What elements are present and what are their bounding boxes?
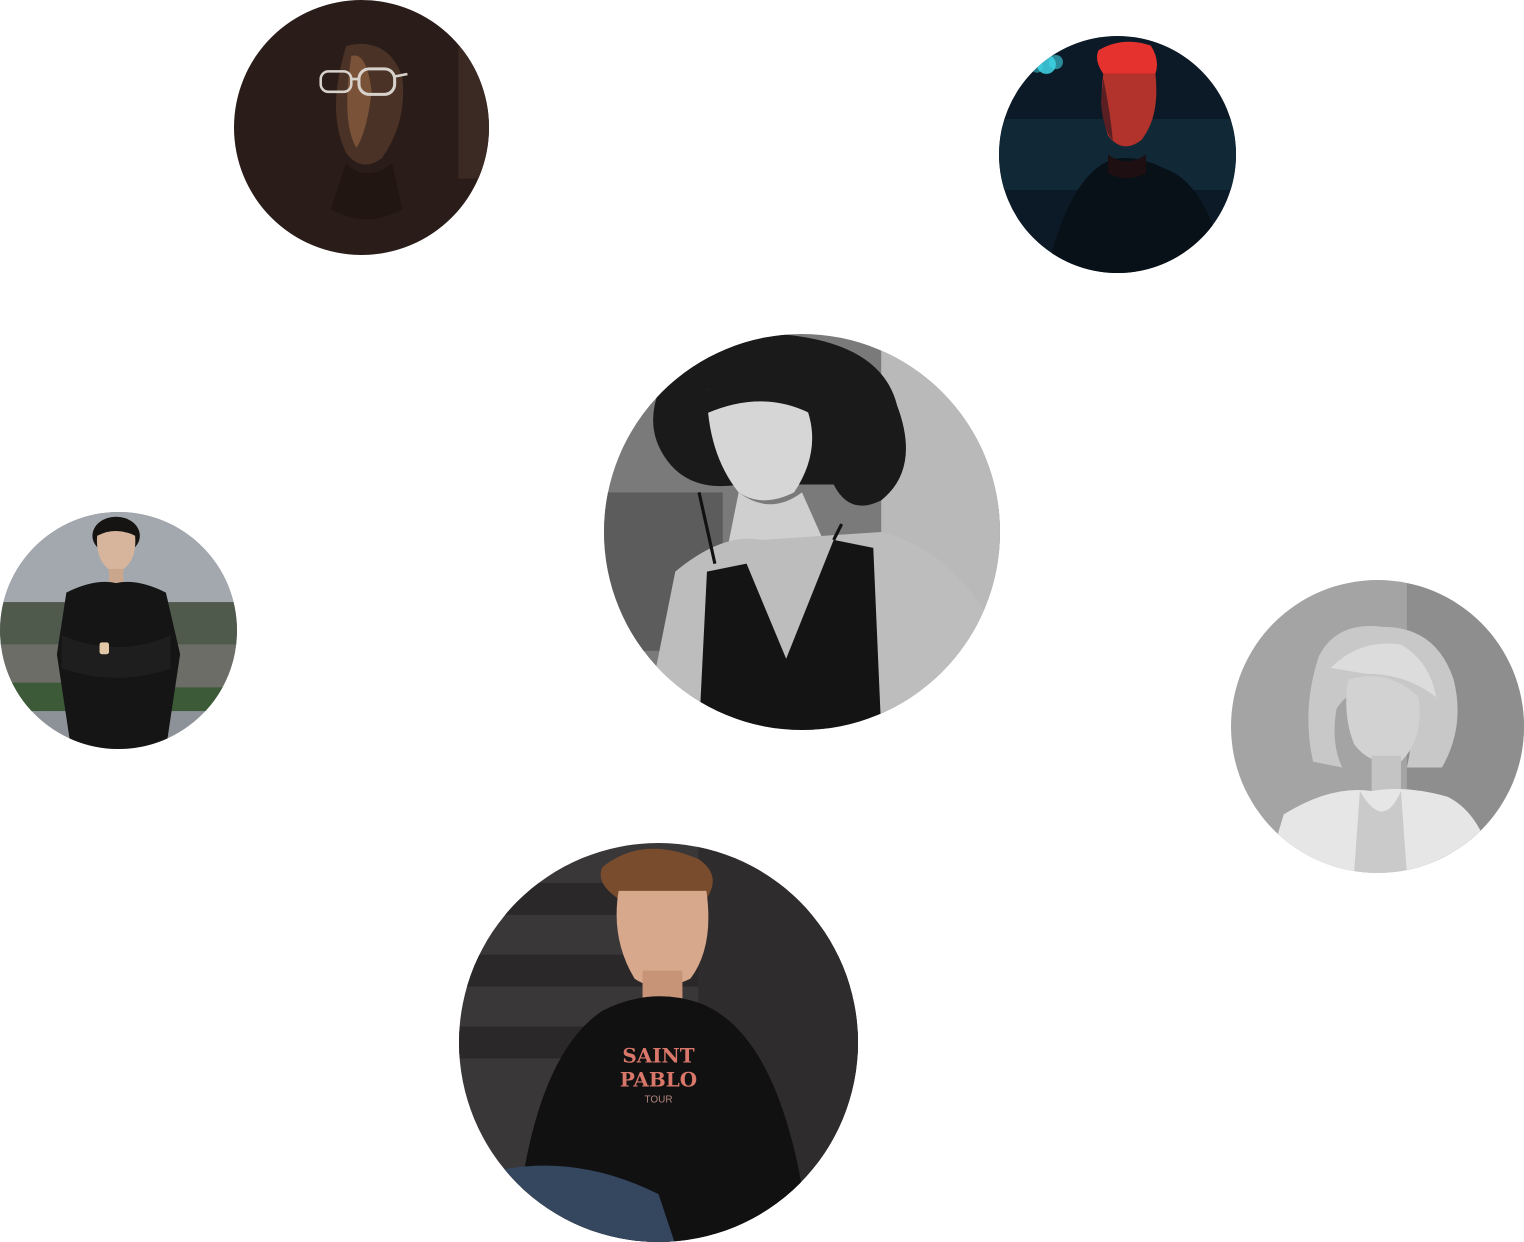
avatar-woman-black-suit[interactable] xyxy=(0,512,237,749)
portrait-man-tour-sweatshirt: SAINT PABLO TOUR xyxy=(459,843,858,1242)
portrait-woman-black-suit xyxy=(0,512,237,749)
shirt-print-line3: TOUR xyxy=(644,1094,672,1105)
portrait-woman-curly-hair xyxy=(604,334,1000,730)
portrait-woman-blonde xyxy=(1231,580,1524,873)
shirt-print-line2: PABLO xyxy=(620,1067,697,1091)
portrait-man-red-cap xyxy=(999,36,1236,273)
avatar-woman-curly-hair[interactable] xyxy=(604,334,1000,730)
avatar-man-tour-sweatshirt[interactable]: SAINT PABLO TOUR xyxy=(459,843,858,1242)
portrait-man-glasses xyxy=(234,0,489,255)
avatar-woman-blonde[interactable] xyxy=(1231,580,1524,873)
avatar-man-glasses[interactable] xyxy=(234,0,489,255)
avatar-man-red-cap[interactable] xyxy=(999,36,1236,273)
shirt-print-line1: SAINT xyxy=(622,1043,694,1067)
